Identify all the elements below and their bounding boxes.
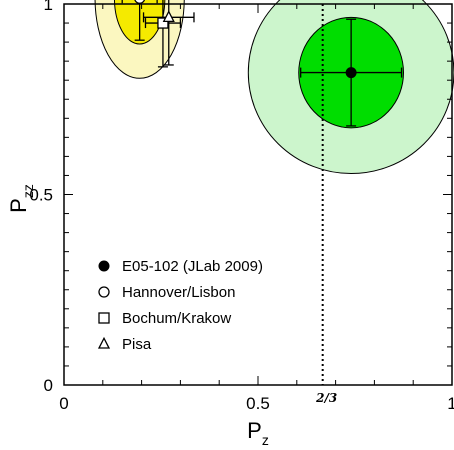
legend-item-0: E05-102 (JLab 2009) [98,258,263,275]
legend-label: E05-102 (JLab 2009) [122,258,263,275]
x-tick-label: 0 [59,394,68,413]
y-axis-title: Pzz [6,184,36,213]
legend-label: Bochum/Krakow [122,310,231,327]
marker-0 [345,67,357,79]
legend-label: Hannover/Lisbon [122,284,235,301]
y-tick-label: 1 [44,0,53,14]
marker-2 [157,17,169,29]
data-point-2 [144,0,182,68]
legend-marker-0 [98,260,110,272]
plot-area: E05-102 (JLab 2009) Hannover/Lisbon Bochum… [63,0,454,386]
marker-3 [162,10,175,23]
x-tick-label: 0.5 [246,394,270,413]
x-tick-label: 1 [447,394,454,413]
legend-label: Pisa [122,336,152,353]
legend-item-1: Hannover/Lisbon [98,284,235,301]
y-tick-label: 0.5 [29,186,53,205]
legend-marker-1 [98,286,110,298]
legend-item-2: Bochum/Krakow [98,310,231,327]
reference-line-label: 2/3 [315,391,337,405]
x-axis-title: Pz [247,418,269,448]
legend-marker-2 [98,312,110,324]
data-point-3 [142,0,195,66]
legend-item-3: Pisa [97,336,152,353]
data-point-0 [300,18,403,127]
y-tick-label: 0 [44,376,53,395]
legend-marker-3 [97,336,111,349]
